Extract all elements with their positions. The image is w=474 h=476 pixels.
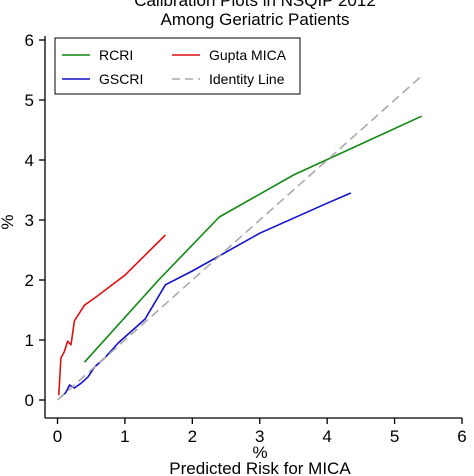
x-axis-title-unit: % bbox=[252, 443, 267, 462]
y-tick-label: 0 bbox=[25, 391, 34, 410]
x-tick-label: 6 bbox=[457, 427, 466, 446]
x-tick-label: 2 bbox=[188, 427, 197, 446]
x-tick-label: 5 bbox=[390, 427, 399, 446]
series-line-gupta-mica bbox=[58, 234, 166, 396]
y-tick-label: 5 bbox=[25, 91, 34, 110]
y-tick-label: 4 bbox=[25, 151, 34, 170]
series-line-identity-line bbox=[56, 75, 423, 401]
y-tick-label: 6 bbox=[25, 31, 34, 50]
series-line-rcri bbox=[83, 115, 422, 363]
y-axis-title: % bbox=[0, 214, 17, 229]
x-tick-label: 1 bbox=[120, 427, 129, 446]
y-tick-label: 1 bbox=[25, 331, 34, 350]
chart-title-line-1: Calibration Plots in NSQIP 2012 bbox=[134, 0, 376, 10]
chart-title-line-2: Among Geriatric Patients bbox=[161, 10, 350, 29]
x-tick-label: 0 bbox=[53, 427, 62, 446]
legend-label-gscri: GSCRI bbox=[99, 71, 143, 87]
legend-label-rcri: RCRI bbox=[99, 47, 133, 63]
x-tick-label: 4 bbox=[322, 427, 331, 446]
legend-label-gupta-mica: Gupta MICA bbox=[209, 47, 287, 63]
x-axis-title: Predicted Risk for MICA bbox=[169, 459, 351, 476]
y-tick-label: 3 bbox=[25, 211, 34, 230]
legend-label-identity-line: Identity Line bbox=[209, 71, 285, 87]
x-tick-label: 3 bbox=[255, 427, 264, 446]
y-tick-label: 2 bbox=[25, 271, 34, 290]
legend-box bbox=[54, 37, 301, 95]
